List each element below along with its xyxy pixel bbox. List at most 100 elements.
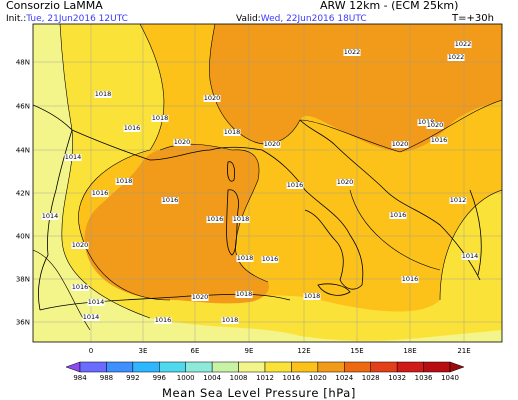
colorbar-swatch [106,361,134,373]
isobar-label-bg [236,255,254,262]
isobar-label-bg [447,54,465,61]
isobar-label-bg [417,119,435,126]
lat-tick-label: 38N [16,276,30,284]
coastlines [33,104,482,311]
isobar-label-bg [263,141,281,148]
valid-value: Wed, 22Jun2016 18UTC [260,14,367,24]
colorbar-high-arrow [449,361,465,373]
isobar-label: 1016 [92,189,109,197]
isobar-label-bg [87,299,105,306]
valid-label: Valid: [236,14,261,24]
lon-tick-label: 21E [457,347,470,355]
map-frame [32,23,503,343]
isobar-label-bg [426,122,444,129]
colorbar-swatch [370,361,398,373]
colorbar-level-label: 1028 [362,374,380,382]
colorbar-swatch [132,361,160,373]
isobar-label: 1016 [402,275,419,283]
isobar-label-bg [430,137,448,144]
lon-tick-label: 6E [191,347,200,355]
isobar-label: 1016 [287,181,304,189]
isobar-label: 1018 [116,177,133,185]
lat-tick-label: 48N [16,59,30,67]
pressure-map: 48N 46N 44N 42N 40N 38N 36N 0 3E 6E 9E 12E 15E 18E 21… [16,23,503,382]
isobar-label-bg [91,190,109,197]
org-name: Consorzio LaMMA [6,0,103,12]
colorbar-level-label: 988 [100,374,113,382]
colorbar-level-label: 1012 [256,374,274,382]
lon-tick-label: 12E [297,347,310,355]
isobar-label-bg [336,179,354,186]
isobar-label: 1020 [174,138,191,146]
isobar-label-bg [151,115,169,122]
colorbar-swatch [185,361,213,373]
isobar-label-bg [191,294,209,301]
isobar-label: 1016 [262,255,279,263]
isobar-label: 1016 [155,316,172,324]
colorbar-level-label: 1036 [415,374,433,382]
isobar-label: 1016 [207,215,224,223]
isobar-label: 1014 [83,313,100,321]
isobar-label: 1016 [390,211,407,219]
colorbar-level-label: 1020 [309,374,327,382]
isobar-label: 1014 [42,212,59,220]
colorbar-swatch [211,361,239,373]
isobar-label: 1018 [418,118,435,126]
valid-time: Valid:Wed, 22Jun2016 18UTC [236,13,367,25]
isobar-label-bg [261,256,279,263]
lon-tick-label: 18E [403,347,416,355]
graticule [33,24,502,342]
isobar-label-bg [64,154,82,161]
isobar-label: 1020 [427,121,444,129]
isobar-label-bg [232,216,250,223]
colorbar-level-label: 992 [126,374,139,382]
isobar-label-bg [454,41,472,48]
isobar-label: 1020 [392,140,409,148]
isobar-label: 1020 [192,293,209,301]
isobar-label-bg [401,276,419,283]
isobar-label-bg [461,253,479,260]
lat-tick-label: 42N [16,190,30,198]
isobar-label-bg [449,197,467,204]
isobar-label: 1018 [224,128,241,136]
isobar-label-bg [123,125,141,132]
colorbar-swatch [344,361,371,373]
colorbar-level-label: 1024 [335,374,353,382]
lat-tick-label: 46N [16,103,30,111]
colorbar-level-label: 1040 [441,374,459,382]
colorbar-level-label: 1000 [177,374,195,382]
isobar-label: 1016 [431,136,448,144]
isobar-label: 1018 [237,254,254,262]
colorbar-swatch [423,361,451,373]
map-title: Mean Sea Level Pressure [hPa] [162,386,356,400]
isobar-label: 1020 [72,241,89,249]
isobar-label-bg [221,317,239,324]
isobar-label-bg [154,317,172,324]
init-label: Init.: [6,14,27,24]
isobar-label-bg [115,178,133,185]
colorbar-swatch [79,361,107,373]
isobar-label: 1020 [337,178,354,186]
isobar-label: 1018 [236,290,253,298]
isobar-label: 1012 [450,196,467,204]
longitude-tick-labels: 0 3E 6E 9E 12E 15E 18E 21E [89,347,471,355]
model-name: ARW 12km - (ECM 25km) [320,0,459,12]
isobar-label-bg [71,284,89,291]
isobar-label: 1018 [152,114,169,122]
isobar-label: 1014 [88,298,105,306]
colorbar-swatch [159,361,186,373]
isobar-label-bg [391,141,409,148]
colorbar-swatch [396,361,424,373]
init-value: Tue, 21Jun2016 12UTC [26,14,128,24]
isobar-label: 1022 [455,40,472,48]
isobar-label: 1020 [264,140,281,148]
isobar-label: 1014 [462,252,479,260]
colorbar-swatch [291,361,319,373]
isobar-lines [33,24,502,331]
isobar-label-bg [94,91,112,98]
init-time: Init.:Tue, 21Jun2016 12UTC [6,13,128,25]
isobar-label: 1022 [448,53,465,61]
pressure-band-1012 [33,24,502,342]
lat-tick-label: 36N [16,319,30,327]
